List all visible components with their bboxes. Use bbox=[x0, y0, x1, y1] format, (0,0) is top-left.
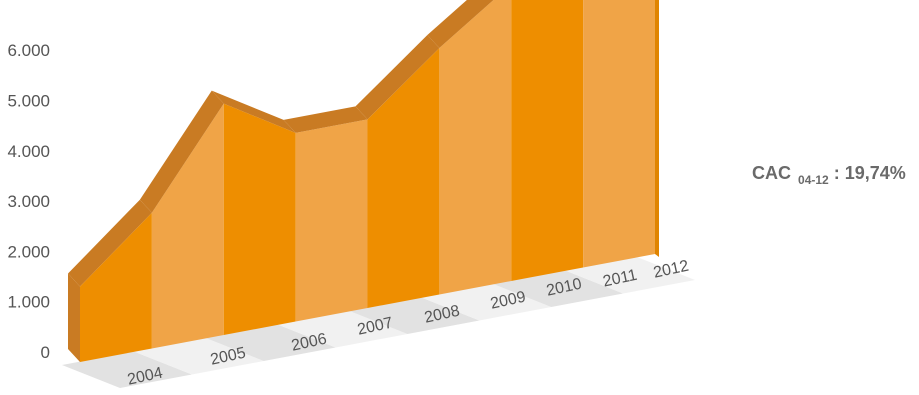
area-band bbox=[583, 0, 655, 268]
cagr-label: CAC bbox=[752, 163, 791, 183]
floor-stripe bbox=[421, 284, 552, 321]
floor-stripe bbox=[205, 324, 336, 361]
area-band bbox=[295, 119, 368, 322]
y-tick-label: 5.000 bbox=[7, 92, 50, 111]
area-top-face bbox=[211, 90, 296, 133]
cagr-value: : 19,74% bbox=[833, 163, 906, 183]
area-top-face bbox=[283, 106, 368, 133]
floor-stripe bbox=[493, 270, 624, 307]
chart-floor bbox=[62, 257, 695, 388]
cagr-subscript: 04-12 bbox=[798, 173, 829, 187]
area-top-face bbox=[68, 199, 152, 287]
floor-stripe bbox=[133, 338, 264, 375]
floor-stripe bbox=[565, 257, 695, 294]
y-axis: 0 1.000 2.000 3.000 4.000 5.000 6.000 bbox=[7, 41, 50, 362]
area-band bbox=[151, 103, 224, 349]
area-top-face bbox=[139, 90, 224, 213]
y-tick-label: 0 bbox=[41, 343, 50, 362]
area-band bbox=[80, 212, 152, 362]
area-band bbox=[439, 0, 512, 295]
area-end-face bbox=[655, 0, 659, 257]
floor-stripe bbox=[349, 297, 480, 334]
floor-stripe bbox=[277, 311, 408, 348]
area-top-face bbox=[355, 35, 440, 120]
cagr-annotation: CAC 04-12 : 19,74% bbox=[752, 163, 906, 187]
y-tick-label: 3.000 bbox=[7, 192, 50, 211]
area-side-face bbox=[68, 273, 80, 362]
area-series bbox=[68, 0, 659, 362]
y-tick-label: 2.000 bbox=[7, 242, 50, 261]
floor-stripe bbox=[62, 351, 192, 388]
area-band bbox=[367, 48, 440, 308]
x-tick-label: 2011 bbox=[601, 267, 638, 291]
area-band bbox=[511, 0, 584, 281]
y-tick-label: 4.000 bbox=[7, 142, 50, 161]
y-tick-label: 1.000 bbox=[7, 293, 50, 312]
area-top-face bbox=[427, 0, 494, 49]
y-tick-label: 6.000 bbox=[7, 41, 50, 60]
area-band bbox=[223, 103, 296, 336]
